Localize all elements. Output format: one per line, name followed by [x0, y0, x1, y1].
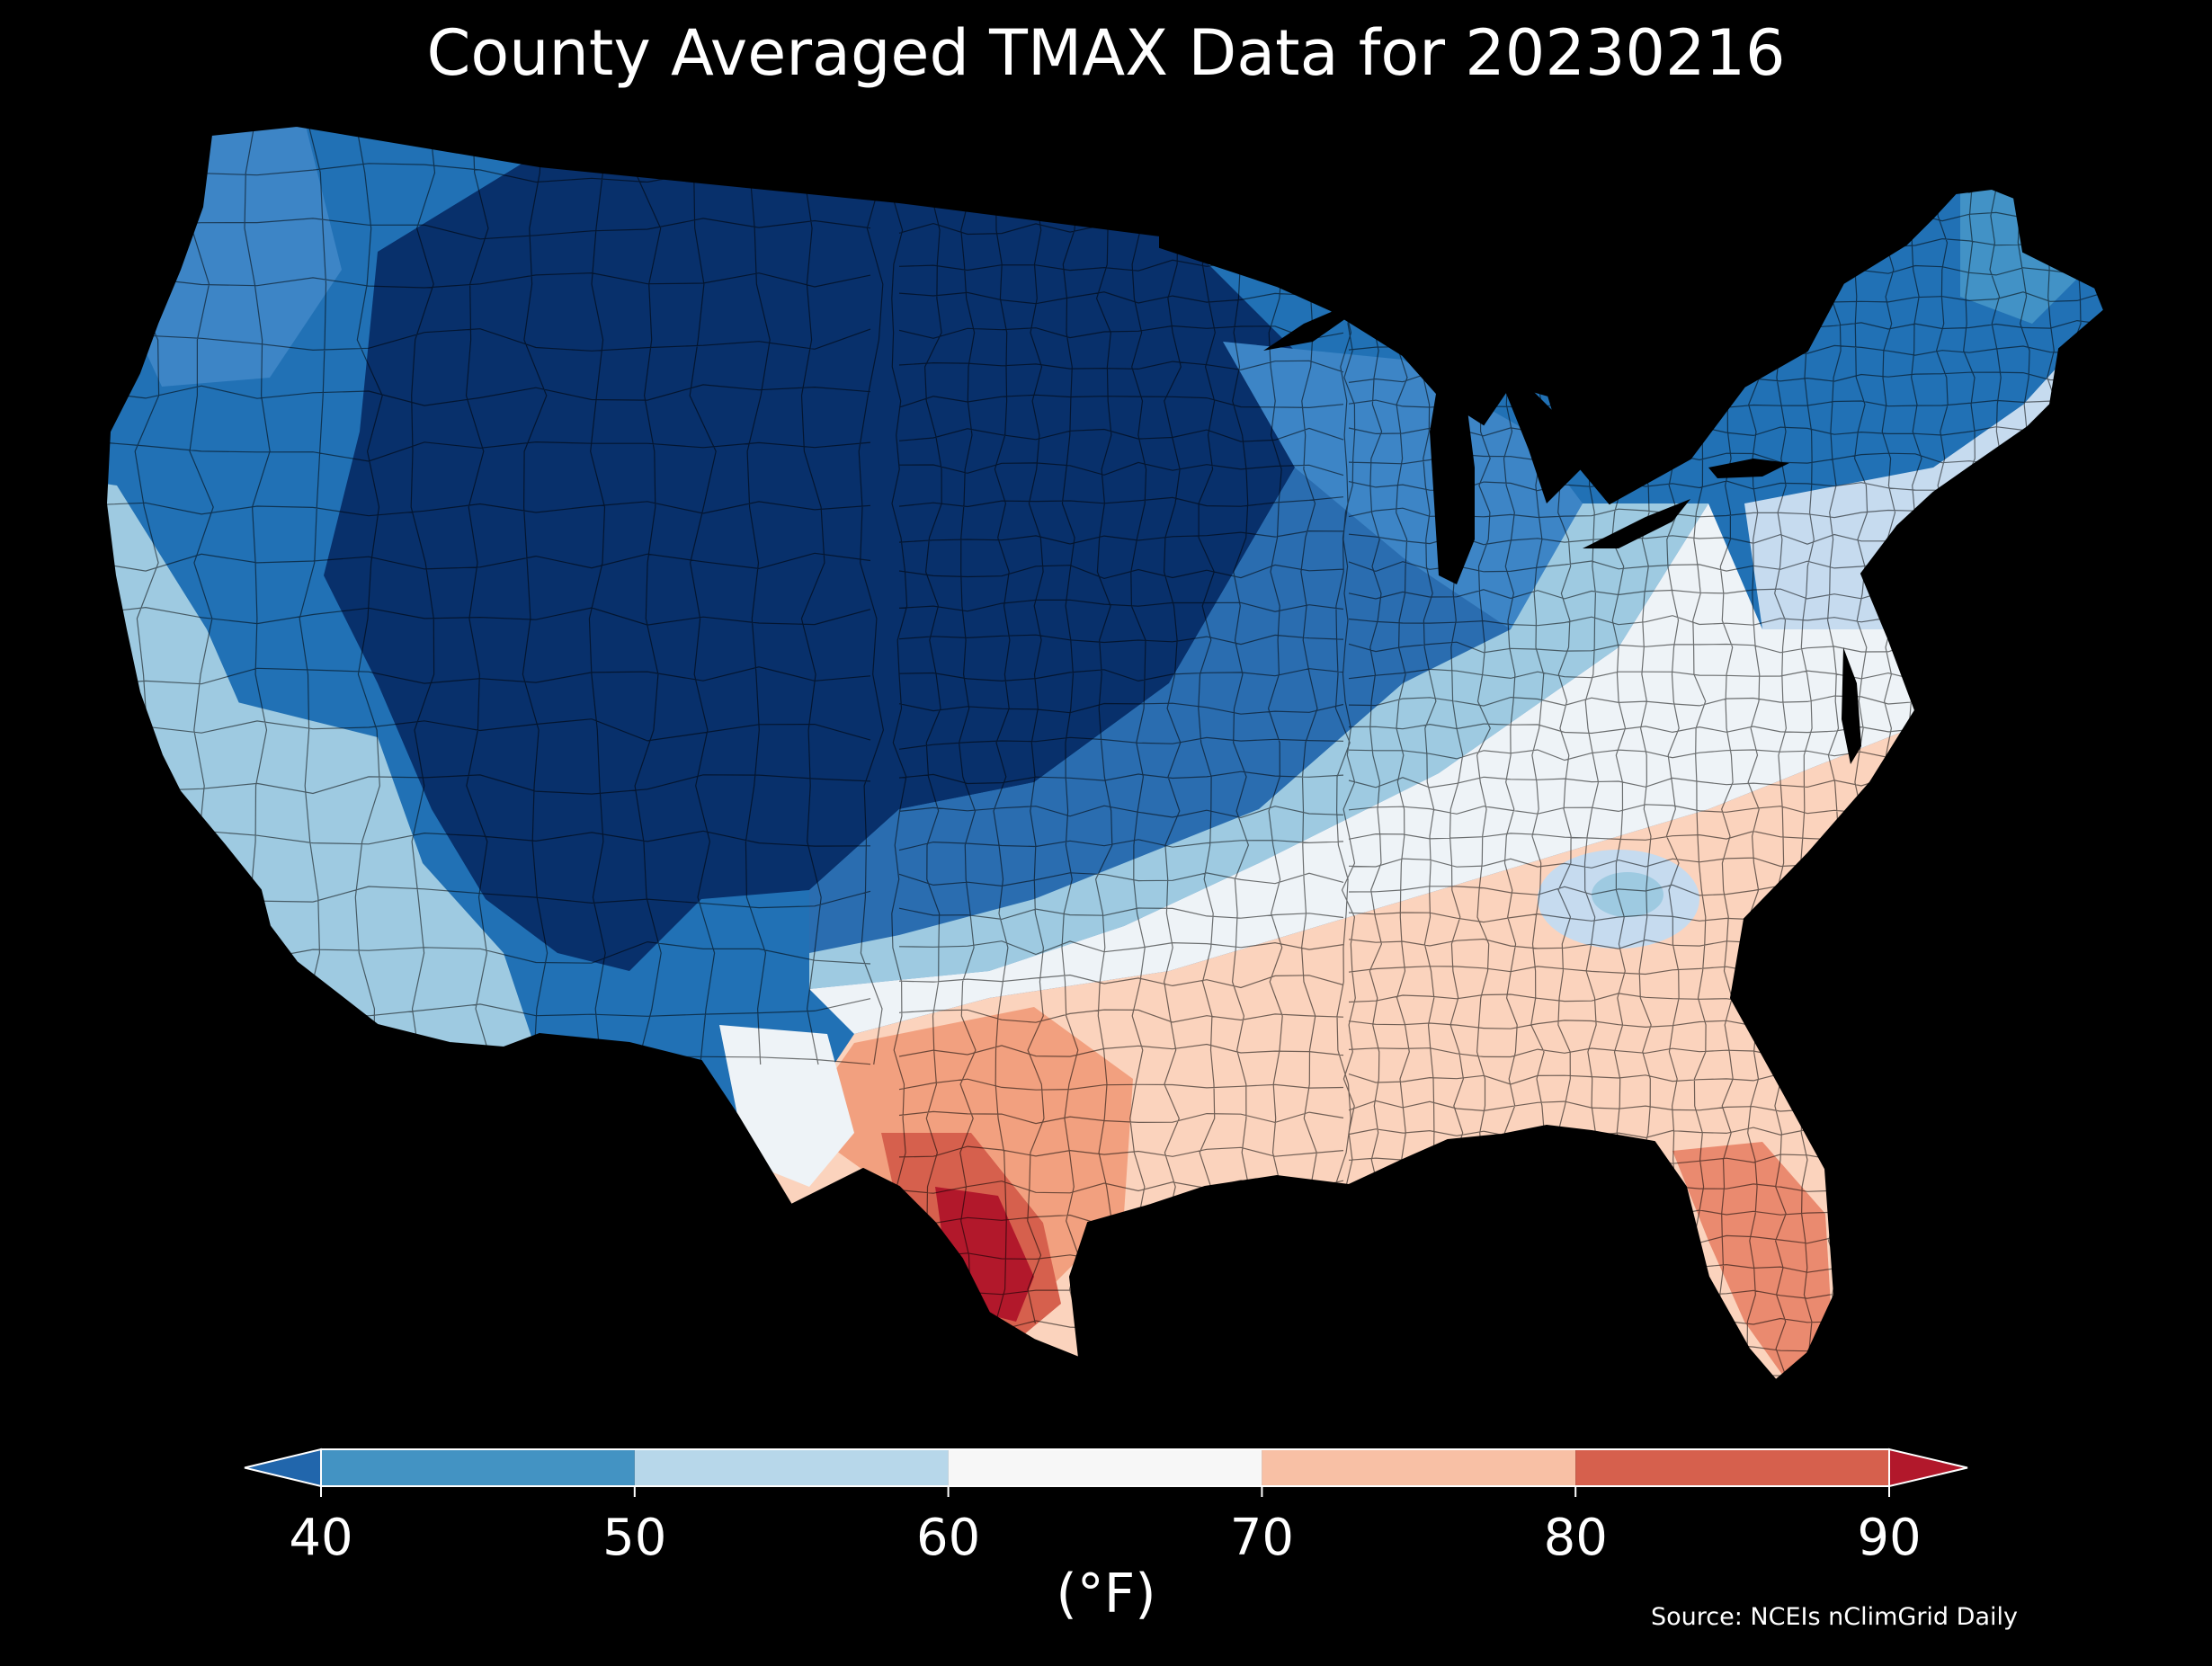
- lake-erie: [1583, 499, 1690, 548]
- colorbar-tick-label-60: 60: [916, 1509, 980, 1567]
- zone-white-belt: [809, 503, 1933, 1034]
- colorbar-tick-label-70: 70: [1230, 1509, 1294, 1567]
- lake-michigan: [1430, 378, 1475, 584]
- colorbar-bin-70-80: [1262, 1449, 1576, 1486]
- map-title: County Averaged TMAX Data for 20230216: [426, 16, 1786, 90]
- colorbar-over-arrow: [1888, 1448, 1968, 1488]
- colorbar-frame: [320, 1448, 1890, 1487]
- zone-sw-desert: [234, 701, 540, 1061]
- zone-light-belt: [809, 503, 1708, 989]
- colorbar-under-arrow: [244, 1448, 322, 1488]
- colorbar-bin-40-50: [321, 1449, 635, 1486]
- colorbar-bin-60-70: [948, 1449, 1262, 1486]
- source-credit: Source: NCEIs nClimGrid Daily: [1651, 1603, 2018, 1631]
- colorbar-tick-label-40: 40: [289, 1509, 352, 1567]
- zone-midwest-transition: [809, 468, 1511, 953]
- lake-huron: [1493, 360, 1583, 503]
- colorbar-tick-label-50: 50: [602, 1509, 666, 1567]
- colorbar-bin-80-90: [1575, 1449, 1889, 1486]
- lake-ontario: [1708, 459, 1789, 478]
- lake-superior: [1263, 279, 1403, 351]
- zone-interior-cold: [324, 153, 1304, 971]
- colorbar-bin-50-60: [634, 1449, 949, 1486]
- zone-rio-grande-hottest: [935, 1187, 1034, 1322]
- zone-great-lakes: [1223, 342, 1583, 629]
- great-lakes: [1263, 279, 1861, 764]
- chesapeake-bay: [1842, 647, 1861, 764]
- colorbar-tick-label-90: 90: [1857, 1509, 1921, 1567]
- zone-appalachian-core: [1592, 872, 1663, 917]
- colorbar-unit-label: (°F): [1056, 1563, 1156, 1626]
- colorbar-tick-label-80: 80: [1544, 1509, 1608, 1567]
